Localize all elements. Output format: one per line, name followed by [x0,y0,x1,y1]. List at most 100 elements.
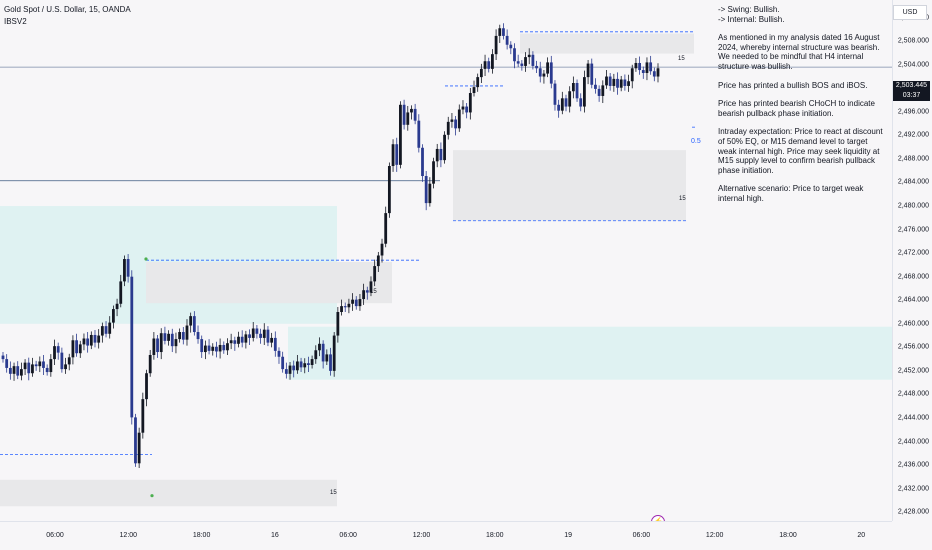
candle-body [542,73,546,77]
candle-body [218,344,222,352]
candle-body [307,363,310,365]
candle-body [384,213,388,244]
candle-body [520,63,524,66]
candle-body [402,104,406,125]
candle-body [387,166,391,214]
time-tick-label: 19 [564,532,572,539]
candle-body [130,276,134,418]
candle-body [410,108,413,113]
time-tick-label: 16 [270,532,279,539]
candle-body [435,148,439,162]
time-tick-label: 06:00 [46,532,64,539]
currency-button[interactable]: USD [893,5,927,20]
candle-body [281,356,285,370]
candle-body [630,68,634,82]
candle-body [395,144,399,165]
candle-body [502,28,505,36]
candle-body [181,332,185,340]
candle-body [314,350,318,360]
candle-body [645,62,649,73]
candle-body [376,255,380,267]
candle-body [284,369,288,374]
plot-area[interactable]: Gold Spot / U.S. Dollar, 15, OANDA IBSV2… [0,0,892,521]
note-intraday: Intraday expectation: Price to react at … [718,127,883,175]
candle-body [406,112,410,125]
price-tick-label: 2,460.000 [897,320,929,328]
candle-body [273,337,277,351]
candle-body [325,354,329,362]
candle-body [457,109,461,129]
candlestick-chart[interactable] [0,0,892,521]
candle-body [222,344,226,351]
candle-body [601,85,605,96]
candle-body [42,361,45,368]
candle-body [178,332,182,340]
candle-body [288,365,292,374]
candle-body [362,290,366,300]
candle-body [12,366,16,374]
candle-body [641,70,645,73]
candle-body [538,68,542,77]
candle-body [185,325,189,340]
candle-body [638,62,642,71]
candle-body [259,333,262,338]
candle-body [564,98,568,107]
candle-body [251,328,255,338]
price-tick-label: 2,448.000 [897,390,929,398]
candle-body [594,84,597,89]
price-tick-label: 2,464.000 [897,296,929,304]
candle-body [148,354,152,374]
candle-body [60,352,64,370]
candle-body [156,338,159,353]
candle-body [472,87,476,94]
candle-body [240,336,244,343]
supply-box-label: 15 [678,56,685,62]
symbol-title[interactable]: Gold Spot / U.S. Dollar, 15, OANDA [4,5,131,14]
price-tick-label: 2,436.000 [897,461,929,469]
candle-body [38,361,42,367]
candle-body [159,333,163,353]
analysis-notes: -> Swing: Bullish. -> Internal: Bullish.… [718,5,888,213]
candle-body [5,359,9,368]
demand-zone-high [453,150,686,221]
supply-zone-mid [146,261,392,304]
candle-body [535,65,538,69]
candle-body [612,78,616,86]
candle-body [560,98,564,111]
candle-body [163,333,167,341]
candle-body [461,106,465,110]
candle-body [380,243,384,256]
candle-body [211,346,215,351]
time-tick-label: 18:00 [779,532,797,539]
candle-body [53,346,56,360]
candle-body [509,44,513,49]
candle-body [215,346,218,352]
candle-body [137,432,141,464]
indicator-label[interactable]: IBSV2 [4,17,27,26]
supply-box-label-mid: 15 [370,289,377,295]
candle-body [321,343,325,362]
candle-body [487,61,491,69]
last-price-tag: 2,503.445 03:37 [893,81,930,101]
price-tick-label: 2,440.000 [897,438,929,446]
candle-body [56,346,60,353]
candle-body [446,121,450,135]
note-bos: Price has printed a bullish BOS and iBOS… [718,80,868,90]
price-axis[interactable]: 2,512.0002,508.0002,504.0002,500.0002,49… [892,0,932,521]
candle-body [332,335,336,371]
candle-body [399,104,402,165]
candle-body [255,328,259,334]
candle-body [71,340,75,358]
candle-body [597,88,601,96]
candle-body [75,340,78,354]
candle-body [134,417,137,464]
time-axis[interactable]: 06:00 12:00 18:00 16 06:00 12:00 18:00 19 06:00 1… [0,521,892,550]
candle-body [111,309,115,323]
candle-body [494,35,498,55]
candle-body [568,91,572,107]
last-price-value: 2,503.445 [895,82,928,89]
candle-body [189,316,193,326]
candle-body [67,357,71,365]
candle-body [126,259,130,277]
